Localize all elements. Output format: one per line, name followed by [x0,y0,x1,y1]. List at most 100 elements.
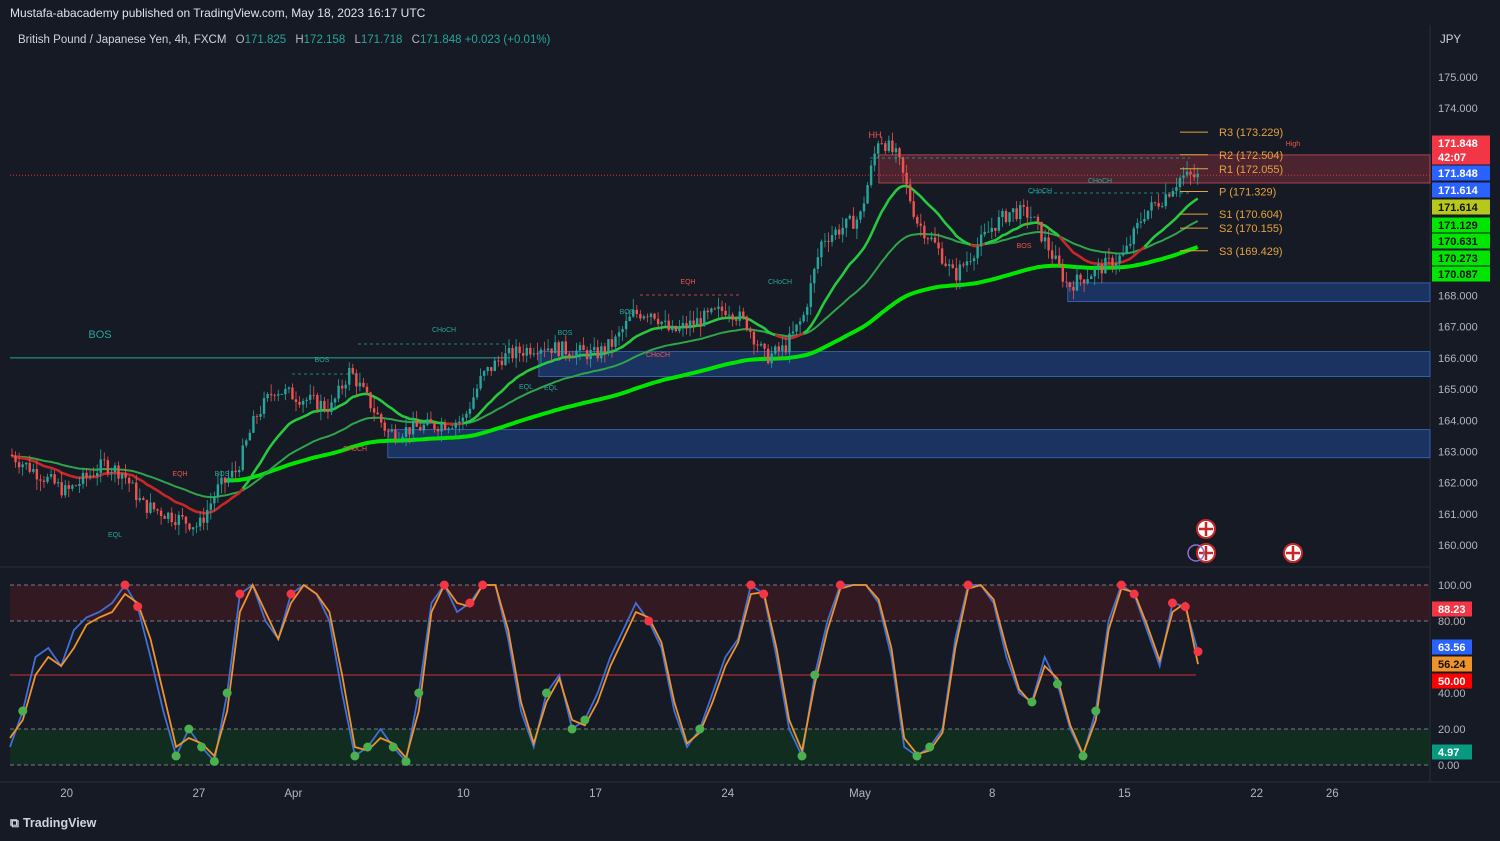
cross-dot-37 [1167,598,1177,608]
candle-body-119 [433,422,436,430]
symbol-legend[interactable]: British Pound / Japanese Yen, 4h, FXCM O… [18,34,550,46]
candle-body-196 [706,310,709,313]
candle-body-26 [103,459,106,461]
candle-body-99 [362,382,365,387]
structure-label-1: EQH [172,471,187,478]
cross-dot-15 [439,580,449,590]
candle-body-111 [404,427,408,437]
price-tick-1: 174.000 [1438,103,1478,115]
structure-label-10: EQL [544,385,558,392]
pivot-levels: R3 (173.229) R2 (172.504) R1 (172.055) P (1… [1180,127,1283,258]
overbought-band [10,585,1430,621]
structure-label-5: CHoCH [432,327,456,334]
candle-body-54 [202,517,205,523]
price-badge-text-1: 42:07 [1438,152,1466,164]
price-badge-text-3: 171.614 [1438,185,1479,197]
candle-body-323 [1157,203,1160,207]
candle-body-210 [756,344,759,346]
zone-supply-3 [878,154,1431,184]
candle-body-250 [898,148,901,158]
ema-mid-line [11,220,1199,499]
osc-tick-2: 40.00 [1438,688,1466,700]
price-badge-0 [1432,135,1490,151]
price-tick-0: 175.000 [1438,72,1478,84]
candle-body-19 [78,483,81,486]
candle-body-305 [1093,268,1096,277]
pivot-label-2: R1 (172.055) [1219,164,1283,176]
pivot-label-5: S2 (170.155) [1219,223,1283,235]
cross-dot-38 [1180,602,1190,612]
candle-body-0 [10,454,14,457]
candle-body-175 [632,309,635,317]
candle-body-69 [255,416,259,417]
candle-body-110 [401,436,404,439]
event-icons [1187,519,1303,563]
candle-body-46 [174,522,177,525]
cross-dot-20 [580,715,590,725]
cross-dot-22 [695,724,705,734]
candle-body-141 [511,347,514,359]
event-marker-icon [1187,544,1205,562]
time-tick-8: 15 [1118,788,1131,800]
candle-body-333 [1192,174,1196,178]
candle-body-132 [479,375,482,389]
candle-body-156 [564,341,567,355]
price-badge-5 [1432,217,1490,233]
candle-body-225 [809,283,812,307]
candle-body-127 [461,417,465,422]
candle-body-326 [1168,194,1171,197]
candle-body-81 [298,401,301,405]
candle-body-165 [596,347,599,359]
cross-dot-0 [18,706,28,716]
candle-body-270 [969,261,972,262]
candle-body-331 [1185,171,1189,176]
candle-body-38 [145,499,149,513]
candle-body-255 [916,216,919,224]
candle-body-44 [167,512,170,519]
pivot-label-6: S3 (169.429) [1219,246,1283,258]
osc-badge-text-1: 63.56 [1438,642,1466,654]
structure-label-17: CHoCH [1028,188,1052,195]
currency-label[interactable]: JPY [1440,34,1462,46]
candle-body-221 [795,324,798,332]
candle-body-116 [422,424,425,431]
candle-body-190 [685,323,688,329]
structure-label-16: BOS [1017,243,1032,250]
candle-body-68 [252,416,255,433]
candle-body-206 [742,311,745,317]
cross-dot-35 [1116,580,1126,590]
tradingview-brand[interactable]: ⧉ TradingView [10,816,96,831]
candle-body-256 [919,223,922,226]
candle-body-292 [1047,237,1050,251]
cross-dot-2 [133,602,143,612]
candle-body-254 [912,201,915,217]
candle-body-186 [671,325,674,331]
candle-body-262 [940,248,944,264]
candle-body-296 [1061,265,1064,282]
candle-body-332 [1189,171,1192,175]
candle-body-57 [213,497,216,504]
candle-body-195 [703,310,706,327]
price-tick-11: 160.000 [1438,540,1478,552]
cross-dot-7 [222,688,232,698]
candle-body-237 [852,215,855,229]
pivot-label-0: R3 (173.229) [1219,127,1283,139]
structure-label-8: BOS [558,330,573,337]
candle-body-271 [972,258,976,262]
candle-body-17 [71,485,74,489]
candle-body-131 [475,388,479,398]
candle-body-9 [42,480,46,482]
candle-body-25 [99,459,102,473]
candle-body-3 [21,464,24,468]
candle-body-107 [390,429,394,432]
candle-body-187 [674,325,678,332]
candle-body-124 [451,428,454,429]
price-badge-text-7: 170.273 [1438,253,1478,265]
candle-body-74 [273,395,276,397]
candle-body-125 [454,422,457,429]
candle-body-299 [1072,286,1075,291]
candle-body-4 [25,462,28,465]
osc-badge-text-3: 50.00 [1438,676,1466,688]
candle-body-325 [1164,194,1167,207]
